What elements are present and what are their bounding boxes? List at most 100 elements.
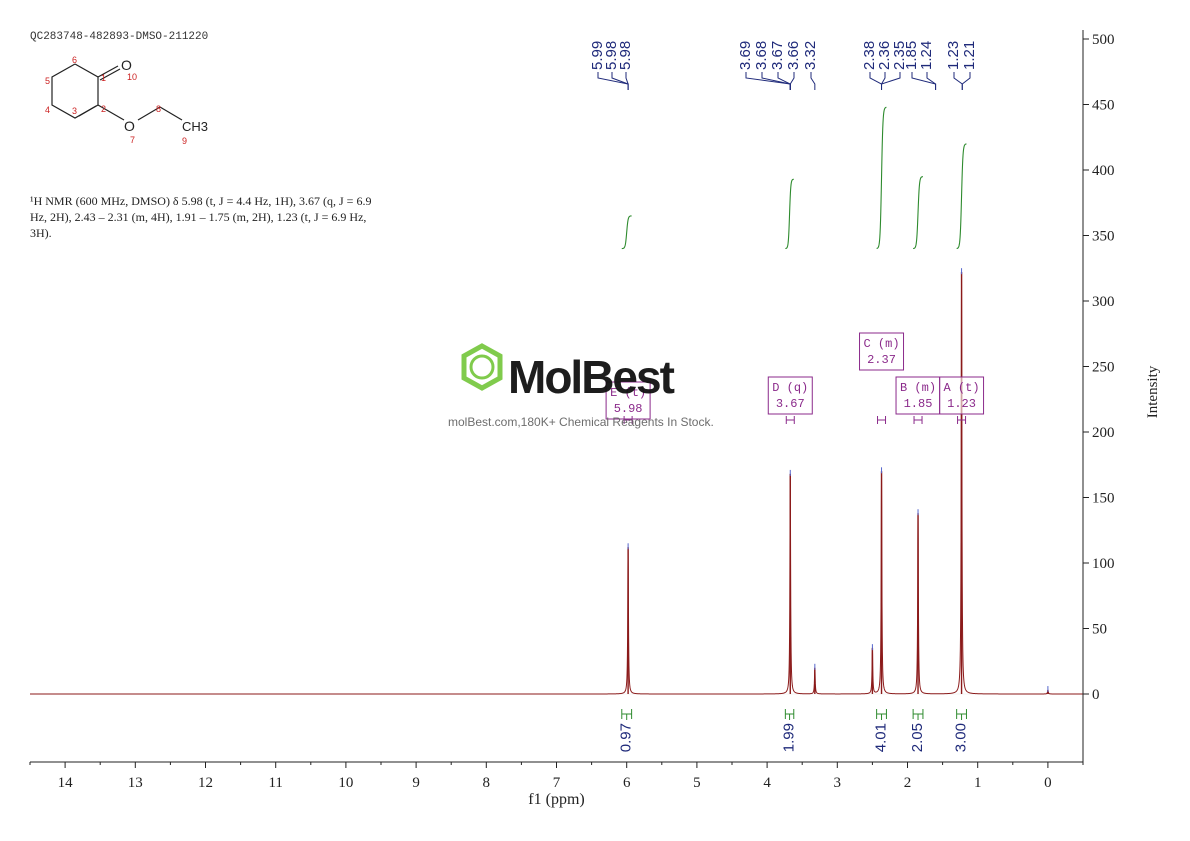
- atom-ch3: CH3: [182, 119, 208, 134]
- peak-label-leader: [881, 72, 886, 90]
- peak-label-leader: [881, 72, 901, 90]
- watermark-brand: MolBest: [508, 351, 675, 403]
- atom-num-4: 4: [45, 105, 50, 115]
- x-tick-label: 5: [693, 775, 701, 791]
- ethyl-bond-b: [159, 106, 183, 121]
- peak-label: 5.98: [603, 41, 620, 70]
- multiplet-label: D (q): [772, 381, 808, 395]
- x-tick-label: 14: [58, 775, 74, 791]
- spectrum-line: [30, 272, 1083, 695]
- peak-label: 3.68: [753, 41, 770, 70]
- peak-label: 1.85: [903, 41, 920, 70]
- hexagon-logo-icon: [461, 343, 503, 391]
- multiplet-boxes: E (t) 5.98 D (q) 3.67 C (m) 2.37 B (m) 1.85 A (t…: [605, 332, 985, 424]
- x-tick-label: 2: [904, 775, 912, 791]
- peak-label-leader: [926, 72, 937, 90]
- y-tick-label: 300: [1092, 294, 1115, 310]
- carbonyl-bond-b: [99, 68, 121, 81]
- peak-label: 5.99: [589, 41, 606, 70]
- peak-label: 1.24: [918, 41, 935, 70]
- ring-double-bond: [78, 105, 97, 117]
- integral-value: 2.05: [909, 723, 926, 752]
- y-tick-label: 450: [1092, 98, 1115, 114]
- atom-num-6: 6: [72, 55, 77, 65]
- atom-num-5: 5: [45, 76, 50, 86]
- peak-label-leader: [777, 72, 791, 90]
- y-tick-label: 200: [1092, 425, 1115, 441]
- nmr-description: ¹H NMR (600 MHz, DMSO) δ 5.98 (t, J = 4.…: [30, 194, 372, 240]
- atom-num-1: 1: [101, 73, 106, 83]
- atom-num-9: 9: [182, 136, 187, 146]
- peak-label-leader: [953, 72, 963, 90]
- multiplet-box: [605, 381, 651, 420]
- atom-o-7: O: [124, 118, 135, 134]
- peak-label: 5.98: [617, 41, 634, 70]
- x-tick-label: 3: [834, 775, 842, 791]
- atom-num-10: 10: [127, 72, 137, 82]
- multiplet-label: A (t): [944, 381, 980, 395]
- multiplet-shift: 3.67: [776, 397, 805, 411]
- integral-curve: [621, 215, 632, 250]
- x-tick-label: 9: [412, 775, 420, 791]
- x-tick-label: 7: [553, 775, 561, 791]
- multiplet-label: B (m): [900, 381, 936, 395]
- multiplet-shift: 5.98: [614, 402, 643, 416]
- sample-id: QC283748-482893-DMSO-211220: [30, 31, 209, 43]
- peak-label-leader: [789, 72, 795, 90]
- multiplet-box: [939, 376, 985, 415]
- multiplet-box: [859, 332, 905, 371]
- multiplet-label: C (m): [864, 337, 900, 351]
- x-tick-label: 1: [974, 775, 982, 791]
- x-tick-label: 11: [268, 775, 282, 791]
- peak-label-leader: [597, 72, 629, 90]
- y-axis-title: Intensity: [1145, 365, 1161, 418]
- peak-label: 3.69: [737, 41, 754, 70]
- peak-label-leader: [625, 72, 629, 90]
- ethyl-bond-a: [137, 106, 161, 121]
- y-tick-label: 100: [1092, 556, 1115, 572]
- x-tick-label: 13: [128, 775, 143, 791]
- peak-label: 3.66: [785, 41, 802, 70]
- y-tick-label: 50: [1092, 622, 1107, 638]
- x-tick-label: 12: [198, 775, 213, 791]
- integral-curve: [913, 176, 923, 250]
- watermark: MolBest molBest.com,180K+ Chemical Reage…: [448, 343, 714, 429]
- peak-label: 2.36: [876, 41, 893, 70]
- peak-label: 1.21: [961, 41, 978, 70]
- peak-label: 3.67: [769, 41, 786, 70]
- multiplet-label: E (t): [610, 386, 646, 400]
- atom-o-10: O: [121, 57, 132, 73]
- y-tick-label: 250: [1092, 360, 1115, 376]
- x-tick-label: 8: [483, 775, 491, 791]
- multiplet-shift: 2.37: [867, 353, 896, 367]
- x-tick-label: 6: [623, 775, 631, 791]
- multiplet-box: [895, 376, 941, 415]
- multiplet-box: [767, 376, 813, 415]
- y-tick-label: 150: [1092, 491, 1115, 507]
- x-tick-label: 0: [1044, 775, 1052, 791]
- integral-curve: [956, 143, 967, 250]
- ether-bond: [97, 104, 125, 121]
- multiplet-shift: 1.85: [904, 397, 933, 411]
- multiplet-shift: 1.23: [947, 397, 976, 411]
- peak-labels: 5.995.985.98 3.69 3.68 3.67 3.66 3.32 2.382.36…: [589, 41, 978, 90]
- integral-curve: [785, 178, 794, 250]
- y-tick-label: 350: [1092, 229, 1115, 245]
- peak-label-leader: [961, 72, 971, 90]
- spectrum-trace: [30, 268, 1083, 695]
- molecule-structure: O O CH3 10 7 9 1 2 3 4 5 6 8: [45, 55, 208, 146]
- integral-value: 1.99: [781, 723, 798, 752]
- carbonyl-bond-a: [97, 65, 119, 78]
- atom-num-8: 8: [156, 104, 161, 114]
- watermark-tagline: molBest.com,180K+ Chemical Reagents In S…: [448, 415, 714, 429]
- peak-label: 2.35: [891, 41, 908, 70]
- x-tick-label: 10: [338, 775, 353, 791]
- x-axis-title: f1 (ppm): [528, 791, 584, 808]
- y-tick-label: 0: [1092, 687, 1100, 703]
- peak-label: 1.23: [945, 41, 962, 70]
- peak-label-leader: [810, 72, 816, 90]
- integral-curves: 0.97 1.99 4.01 2.05 3.00: [618, 106, 970, 752]
- y-tick-label: 500: [1092, 32, 1115, 48]
- integral-value: 0.97: [618, 723, 635, 752]
